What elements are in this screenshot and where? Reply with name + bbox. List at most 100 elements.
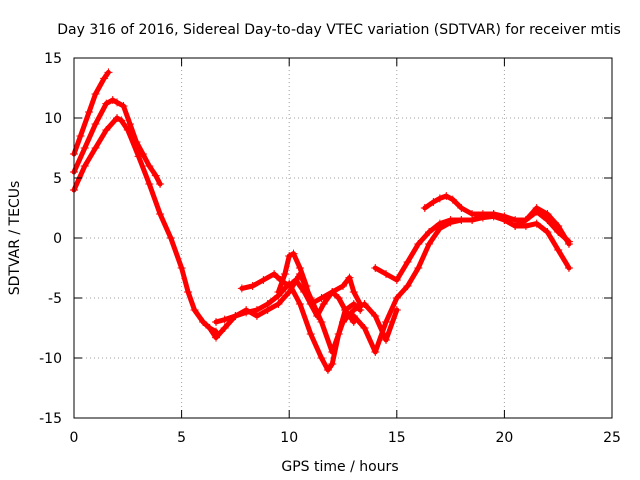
data-point — [521, 216, 530, 224]
data-point — [319, 300, 328, 308]
y-tick-label: 5 — [53, 171, 62, 187]
series-line-track-h — [351, 213, 572, 355]
series-line-track-a — [71, 69, 111, 157]
data-point — [291, 276, 300, 284]
data-point — [360, 324, 369, 332]
data-point — [123, 126, 132, 134]
data-point — [119, 102, 128, 110]
data-point — [125, 120, 134, 128]
data-point — [190, 306, 199, 314]
data-point — [295, 300, 304, 308]
y-tick-label: -15 — [39, 411, 62, 427]
data-point — [117, 116, 126, 125]
data-point — [414, 264, 423, 272]
data-point — [457, 204, 466, 212]
data-point — [564, 240, 573, 248]
x-tick-label: 25 — [603, 430, 621, 446]
data-point — [104, 68, 113, 77]
data-point — [76, 132, 85, 140]
data-point — [270, 270, 279, 278]
data-point — [289, 249, 298, 258]
data-point — [166, 234, 175, 242]
data-point — [259, 276, 268, 284]
data-point — [317, 354, 326, 362]
data-point — [468, 210, 477, 218]
data-point — [145, 162, 154, 170]
data-point — [113, 114, 122, 122]
data-point — [339, 282, 347, 290]
data-point — [295, 264, 304, 272]
data-point — [212, 318, 221, 326]
data-point — [102, 126, 111, 134]
data-point — [280, 270, 289, 278]
data-point — [306, 300, 315, 308]
data-point — [285, 252, 294, 260]
data-point — [323, 366, 332, 374]
x-tick-label: 20 — [495, 430, 513, 446]
data-point — [100, 74, 109, 83]
data-point — [80, 162, 89, 170]
y-tick-label: -5 — [48, 291, 62, 307]
data-point — [91, 120, 100, 128]
data-point — [392, 276, 401, 284]
x-tick-label: 0 — [70, 430, 79, 446]
data-point — [446, 216, 455, 224]
data-point — [248, 282, 257, 290]
data-point — [429, 198, 438, 206]
data-point — [371, 348, 380, 356]
data-point — [511, 222, 520, 230]
grid — [74, 58, 612, 418]
data-point — [345, 273, 354, 282]
data-point — [425, 228, 434, 236]
data-point — [392, 294, 401, 302]
data-point — [263, 300, 272, 308]
data-point — [205, 324, 214, 332]
data-point — [425, 240, 434, 248]
data-point — [328, 360, 337, 368]
data-point — [349, 312, 358, 320]
data-point — [134, 152, 143, 161]
x-tick-label: 15 — [388, 430, 406, 446]
data-point — [91, 90, 100, 98]
data-point — [435, 219, 444, 228]
data-point — [156, 210, 165, 218]
data-point — [349, 288, 358, 296]
data-point — [478, 210, 487, 218]
data-point — [543, 210, 552, 218]
y-tick-label: 15 — [44, 51, 62, 67]
data-point — [113, 98, 122, 107]
data-point — [252, 306, 261, 314]
x-tick-label: 10 — [280, 430, 298, 446]
data-point — [442, 192, 451, 200]
data-point — [108, 96, 117, 104]
data-point — [91, 144, 100, 152]
data-point — [242, 308, 251, 317]
series-line-track-j — [422, 193, 572, 247]
data-point — [356, 300, 365, 308]
x-axis-label: GPS time / hours — [281, 459, 398, 475]
data-point — [334, 330, 343, 338]
data-point — [306, 330, 315, 338]
data-point — [317, 318, 326, 326]
data-point — [237, 284, 246, 293]
axis-ticks: 0 5 10 15 20 25 -15 -10 -5 0 5 10 15 — [39, 51, 621, 446]
data-point — [317, 294, 326, 302]
data-point — [341, 306, 350, 314]
y-tick-label: 10 — [44, 111, 62, 127]
data-point — [543, 228, 552, 236]
x-tick-label: 5 — [177, 430, 186, 446]
data-point — [145, 180, 154, 188]
data-point — [102, 99, 111, 108]
data-point — [328, 288, 337, 296]
data-series — [70, 68, 573, 374]
y-tick-label: 0 — [53, 231, 62, 247]
data-point — [80, 144, 89, 152]
data-point — [554, 222, 563, 230]
data-point — [554, 246, 563, 254]
data-point — [212, 333, 221, 342]
data-point — [334, 294, 343, 302]
data-point — [156, 180, 165, 188]
data-point — [382, 318, 391, 326]
data-point — [220, 315, 229, 324]
